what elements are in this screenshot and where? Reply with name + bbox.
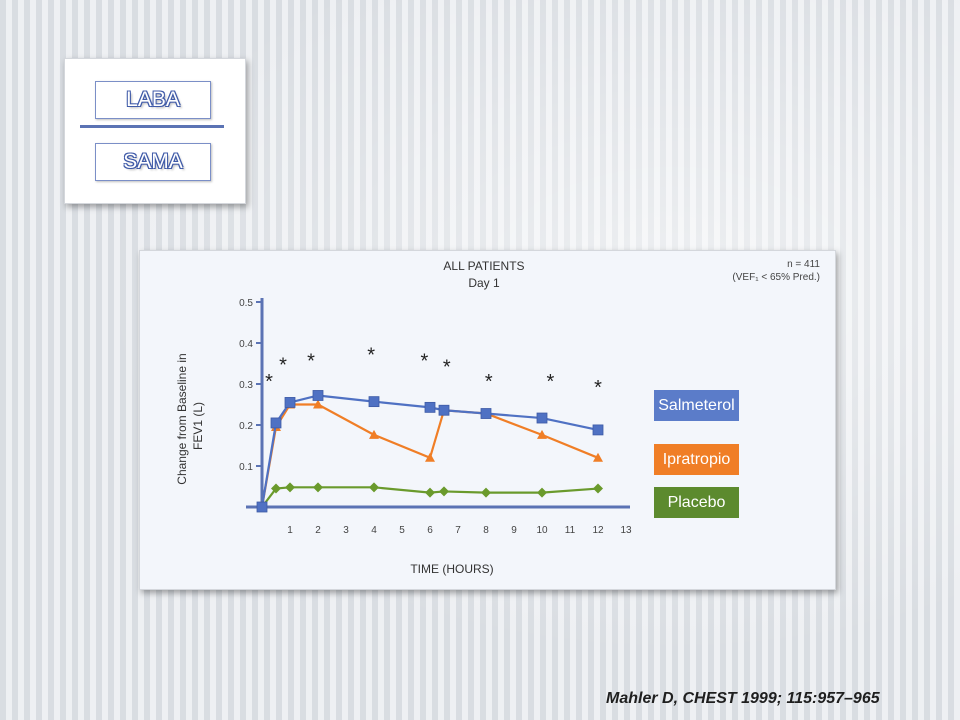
significance-asterisk: * [279, 355, 287, 377]
fev1-criteria-annotation: (VEF₁ < 65% Pred.) [732, 272, 820, 283]
y-axis-title-line1: Change from Baseline in [175, 353, 189, 484]
data-point-placebo [537, 487, 547, 498]
x-tick-label: 8 [483, 525, 489, 536]
data-point-ipratropio [313, 399, 323, 409]
x-tick-label: 5 [399, 525, 405, 536]
x-tick-label: 13 [620, 525, 632, 536]
data-point-ipratropio [593, 452, 603, 462]
data-point-placebo [425, 487, 435, 498]
x-tick-label: 12 [592, 525, 604, 536]
x-tick-label: 7 [455, 525, 461, 536]
significance-asterisk: * [594, 377, 602, 399]
x-tick-label: 10 [536, 525, 548, 536]
data-point-ipratropio [537, 429, 547, 439]
data-point-placebo [271, 483, 281, 494]
data-point-placebo [481, 487, 491, 498]
series-line-placebo [261, 486, 599, 508]
data-point-salmeterol [592, 424, 604, 436]
data-point-ipratropio [369, 429, 379, 439]
y-tick-label: 0.4 [239, 339, 253, 350]
data-point-salmeterol [480, 408, 492, 419]
significance-asterisk: * [421, 350, 429, 372]
laba-label: LABA [95, 81, 211, 119]
fraction-divider [80, 125, 224, 128]
abbreviation-card: LABA SAMA [64, 58, 246, 204]
y-tick-label: 0.3 [239, 380, 253, 391]
x-tick-label: 11 [565, 525, 576, 536]
data-point-placebo [285, 482, 295, 493]
sample-size-annotation: n = 411 [787, 259, 820, 270]
data-point-salmeterol [270, 417, 282, 429]
x-tick-label: 3 [343, 525, 349, 536]
data-point-salmeterol [284, 397, 296, 408]
data-point-ipratropio [425, 452, 435, 462]
data-point-salmeterol [312, 390, 324, 401]
data-point-salmeterol [368, 396, 380, 408]
significance-asterisk: * [307, 350, 315, 372]
data-point-salmeterol [438, 404, 450, 416]
chart-card: 0.1 0.2 0.3 0.4 0.5 1 2 3 4 5 6 7 8 9 10 11 12 13 ALL PATI… [139, 250, 836, 590]
y-axis-title-line2: FEV1 (L) [191, 402, 205, 450]
x-axis-title: TIME (HOURS) [410, 562, 493, 576]
x-tick-label: 4 [371, 525, 377, 536]
legend-placebo: Placebo [654, 487, 739, 518]
significance-asterisk: * [443, 357, 451, 379]
sama-label: SAMA [95, 143, 211, 181]
data-point-placebo [313, 482, 323, 493]
x-tick-label: 1 [287, 525, 293, 536]
series-line-salmeterol [260, 394, 599, 508]
legend-ipratropio: Ipratropio [654, 444, 739, 475]
citation: Mahler D, CHEST 1999; 115:957–965 [606, 690, 880, 707]
y-tick-label: 0.1 [239, 462, 253, 473]
x-tick-label: 9 [511, 525, 517, 536]
data-point-placebo [593, 483, 603, 494]
x-tick-label: 6 [427, 525, 433, 536]
x-tick-label: 2 [315, 525, 321, 536]
data-point-salmeterol [536, 412, 548, 424]
data-point-placebo [369, 482, 379, 493]
chart-subtitle: Day 1 [468, 276, 500, 290]
data-point-placebo [439, 486, 449, 497]
significance-asterisk: * [547, 371, 555, 393]
data-point-salmeterol [256, 501, 268, 513]
chart-title: ALL PATIENTS [443, 259, 524, 273]
significance-asterisk: * [367, 344, 375, 366]
significance-asterisk: * [265, 371, 273, 393]
y-tick-label: 0.2 [239, 421, 253, 432]
y-tick-label: 0.5 [239, 298, 253, 309]
legend-salmeterol: Salmeterol [654, 390, 739, 421]
data-point-salmeterol [424, 401, 436, 413]
significance-asterisk: * [485, 371, 493, 393]
series-line-ipratropio [260, 403, 599, 508]
